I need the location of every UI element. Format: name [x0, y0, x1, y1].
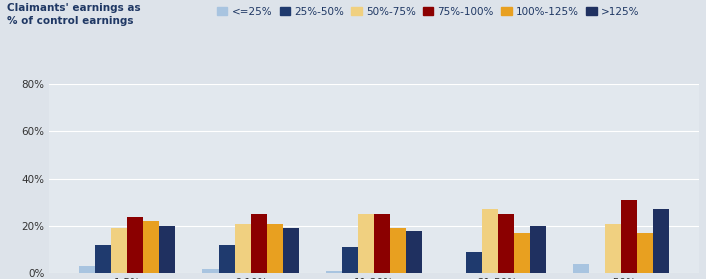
Bar: [406, 231, 422, 273]
Bar: [219, 245, 234, 273]
Bar: [621, 200, 638, 273]
Bar: [79, 266, 95, 273]
Text: Claimants' earnings as
% of control earnings: Claimants' earnings as % of control earn…: [7, 3, 140, 26]
Bar: [573, 264, 589, 273]
Bar: [653, 209, 669, 273]
Bar: [267, 224, 283, 273]
Bar: [95, 245, 111, 273]
Bar: [498, 214, 514, 273]
Bar: [638, 233, 653, 273]
Bar: [390, 228, 406, 273]
Bar: [481, 209, 498, 273]
Bar: [358, 214, 374, 273]
Bar: [160, 226, 175, 273]
Bar: [143, 221, 160, 273]
Bar: [251, 214, 267, 273]
Bar: [203, 269, 219, 273]
Bar: [530, 226, 546, 273]
Bar: [342, 247, 358, 273]
Bar: [465, 252, 481, 273]
Bar: [374, 214, 390, 273]
Legend: <=25%, 25%-50%, 50%-75%, 75%-100%, 100%-125%, >125%: <=25%, 25%-50%, 50%-75%, 75%-100%, 100%-…: [217, 7, 639, 17]
Bar: [605, 224, 621, 273]
Bar: [234, 224, 251, 273]
Bar: [326, 271, 342, 273]
Bar: [283, 228, 299, 273]
Bar: [111, 228, 127, 273]
Bar: [514, 233, 530, 273]
Bar: [127, 217, 143, 273]
